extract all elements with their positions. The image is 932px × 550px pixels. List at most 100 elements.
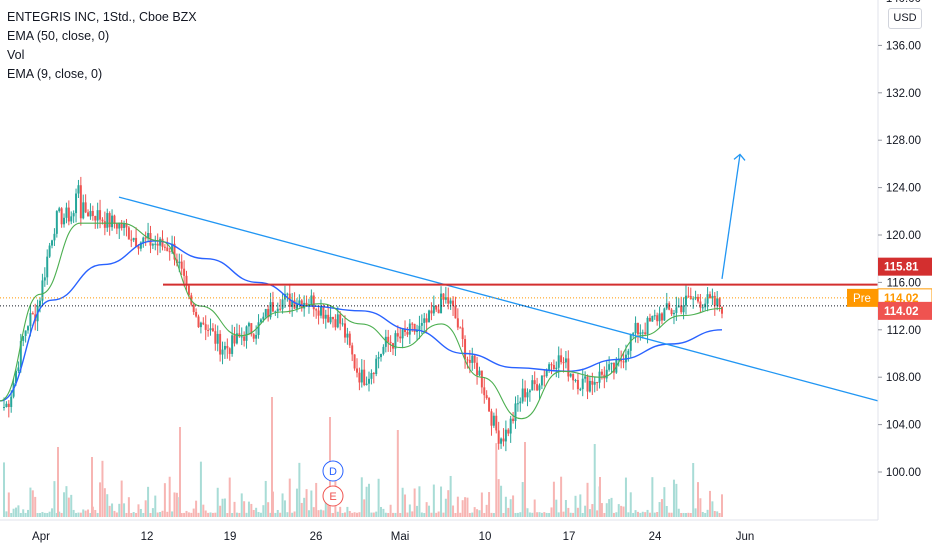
volume-bar — [57, 447, 59, 517]
volume-bar — [238, 513, 240, 517]
volume-bar — [469, 513, 471, 517]
volume-bar — [318, 510, 320, 517]
candle-body — [63, 218, 65, 224]
candle-body — [258, 322, 260, 335]
candle-body — [358, 373, 360, 383]
candle-body — [721, 307, 723, 314]
trendline[interactable] — [119, 197, 878, 401]
candle-body — [183, 269, 185, 276]
candle-body — [510, 419, 512, 434]
candle-body — [699, 302, 701, 308]
volume-bar — [668, 513, 670, 517]
candle-body — [575, 380, 577, 381]
candle-body — [195, 312, 197, 317]
candle-body — [61, 208, 63, 224]
candle-body — [541, 375, 543, 385]
candle-body — [87, 212, 89, 216]
volume-bar — [77, 513, 79, 517]
volume-bar — [678, 509, 680, 517]
candle-body — [661, 313, 663, 320]
volume-bar — [589, 509, 591, 517]
price-tags: 115.81Pre 114.02114.02 — [847, 258, 932, 320]
volume-bar — [193, 509, 195, 517]
volume-bar — [517, 513, 519, 517]
volume-bar — [183, 513, 185, 517]
volume-bar — [394, 513, 396, 517]
volume-bar — [154, 496, 156, 517]
volume-bar — [584, 506, 586, 517]
volume-bar — [651, 477, 653, 517]
volume-bar — [697, 482, 699, 517]
candle-body — [128, 227, 130, 239]
legend-volume[interactable]: Vol — [7, 46, 197, 65]
volume-bar — [659, 502, 661, 517]
volume-bar — [637, 512, 639, 517]
volume-bar — [478, 510, 480, 517]
projection-arrow[interactable] — [722, 154, 740, 278]
volume-bar — [563, 512, 565, 517]
candle-body — [454, 306, 456, 318]
volume-bar — [524, 442, 526, 517]
volume-bar — [286, 512, 288, 517]
candle-body — [649, 318, 651, 322]
volume-bar — [140, 509, 142, 517]
candle-body — [466, 359, 468, 360]
candle-body — [512, 419, 514, 421]
volume-bar — [421, 513, 423, 517]
volume-bar — [414, 488, 416, 517]
legend-symbol[interactable]: ENTEGRIS INC, 1Std., Cboe BZX — [7, 8, 197, 27]
candle-body — [361, 370, 363, 383]
volume-bar — [250, 504, 252, 517]
time-tick-label: 12 — [141, 531, 154, 543]
volume-bar — [464, 497, 466, 517]
candle-body — [262, 317, 264, 320]
volume-bar — [716, 511, 718, 517]
candle-body — [486, 395, 488, 398]
time-axis[interactable]: Apr 12 19 26 Mai 10 17 24 Jun — [0, 520, 878, 543]
volume-bar — [337, 512, 339, 517]
candle-body — [478, 371, 480, 376]
volume-bar — [113, 511, 115, 517]
volume-bar — [375, 512, 377, 517]
volume-bar — [291, 513, 293, 517]
candle-body — [337, 314, 339, 327]
price-tick-label: 112.00 — [887, 325, 921, 337]
volume-bar — [212, 513, 214, 517]
volume-bar — [481, 492, 483, 517]
volume-bar — [142, 513, 144, 517]
candle-body — [219, 334, 221, 355]
volume-bar — [579, 494, 581, 517]
volume-bar — [553, 482, 555, 517]
candle-body — [339, 314, 341, 323]
volume-bar — [714, 511, 716, 517]
volume-bar — [399, 513, 401, 517]
volume-bar — [63, 492, 65, 517]
candle-body — [579, 389, 581, 390]
candle-body — [58, 208, 60, 211]
volume-bar — [601, 503, 603, 517]
volume-bar — [620, 506, 622, 517]
volume-bar — [267, 502, 269, 517]
volume-bar — [315, 483, 317, 517]
legend-ema50[interactable]: EMA (50, close, 0) — [7, 27, 197, 46]
ema9-line[interactable] — [0, 223, 722, 419]
volume-bar — [49, 512, 51, 517]
candle-body — [29, 313, 31, 326]
volume-bar — [32, 490, 34, 517]
volume-bar — [558, 512, 560, 517]
volume-bar — [402, 488, 404, 517]
volume-bar — [91, 457, 93, 517]
volume-bar — [361, 477, 363, 517]
legend-ema9[interactable]: EMA (9, close, 0) — [7, 65, 197, 84]
candle-body — [370, 373, 372, 379]
candle-body — [210, 328, 212, 330]
volume-bar — [354, 512, 356, 517]
currency-button[interactable]: USD — [888, 8, 922, 29]
candle-body — [635, 323, 637, 333]
volume-bar — [373, 513, 375, 517]
volume-bar — [164, 483, 166, 517]
candle-body — [342, 323, 344, 324]
volume-bar — [258, 512, 260, 517]
volume-bar — [161, 511, 163, 517]
